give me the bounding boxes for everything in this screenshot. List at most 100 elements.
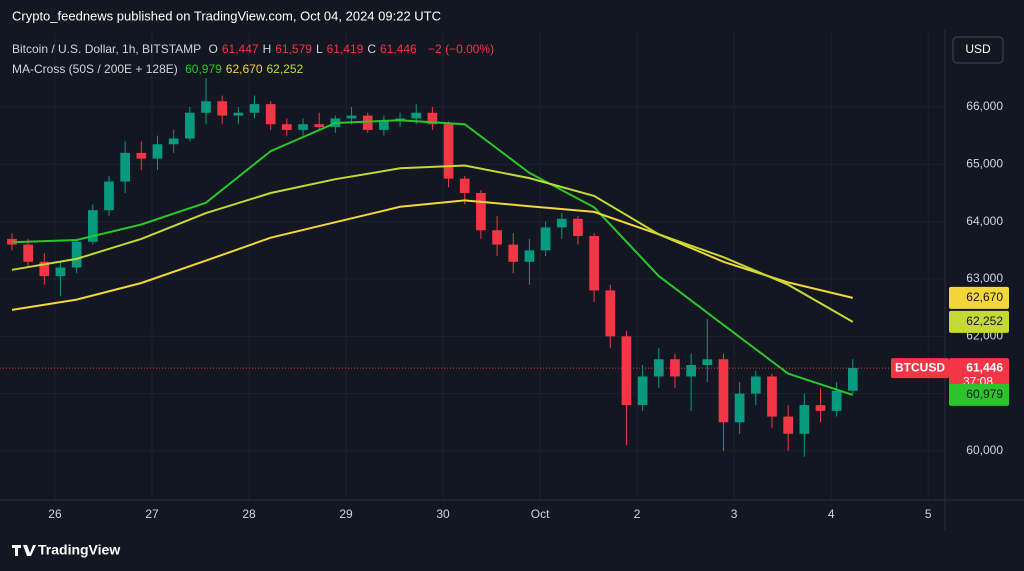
price-box [949,358,1009,393]
y-tick-label: 64,000 [966,214,1003,228]
change: −2 (−0.00%) [428,42,495,56]
y-tick-label: 66,000 [966,99,1003,113]
candle-body [217,101,228,116]
ohlc: O 61,447 H 61,579 L 61,419 C 61,446 [209,42,421,56]
candle-body [605,290,616,337]
candle-body [379,121,389,130]
ohlc-value: 61,419 [326,42,364,56]
candle-body [556,218,567,228]
ma-value: 62,252 [266,62,304,76]
candle-body [686,364,696,377]
candle-body [637,376,648,406]
candle-body [427,112,438,125]
currency[interactable]: USD [965,42,991,56]
candle-body [298,124,308,130]
candle-body [233,112,244,116]
candle-body [39,261,50,277]
currency-button[interactable] [952,36,1004,64]
candle-body [71,241,82,268]
ohlc-value: 61,447 [221,42,259,56]
candle-body [282,124,292,130]
ma-value: 60,979 [185,62,222,76]
y-tick-label: 60,000 [966,443,1003,457]
price-label: 61,446 [966,360,1003,374]
x-tick-label: 3 [731,507,738,521]
candle-body [459,178,470,193]
x-tick-label: 2 [634,507,641,521]
ticker: BTCUSD [895,360,945,374]
ma-last-box [949,310,1009,333]
candle-body [799,405,810,434]
ohlc-value: 61,446 [380,42,417,56]
ohlc-key: O [208,42,218,56]
candle-body [443,124,454,179]
ma-values: 60,979 62,670 62,252 [185,62,307,76]
ma-last-label: 60,979 [966,387,1003,401]
symbol: Bitcoin / U.S. Dollar, 1h, BITSTAMP [12,42,202,56]
y-tick-label: 63,000 [966,271,1003,285]
candle-body [847,368,858,391]
candle-body [411,112,422,119]
candle-body [104,181,114,211]
ma-last-box [949,383,1009,406]
candle-body [670,359,680,377]
candle-body [653,359,664,377]
candle-body [476,192,486,231]
candle-body [314,124,325,128]
candle-body [201,101,211,113]
candle-body [55,267,66,277]
y-tick-label: 65,000 [966,156,1003,170]
candle-body [831,390,842,411]
candle-body [621,336,632,406]
candle-body [168,138,179,145]
ma-last-label: 62,252 [966,314,1003,328]
candle-body [249,104,260,113]
ohlc-key: L [315,42,323,56]
legend-main: Bitcoin / U.S. Dollar, 1h, BITSTAMP O 61,… [12,42,498,56]
candle-body [508,244,519,262]
ma-line [11,199,854,311]
footer-brand: TradingView [38,542,120,558]
candle-body [702,359,713,365]
candle-body [718,359,729,423]
logo [12,545,36,556]
candle-body [152,144,163,159]
candle-body [23,244,33,262]
candle-body [7,238,17,245]
candle-body [87,210,98,242]
candle-body [783,416,793,434]
candle-body [346,115,357,119]
candle-body [492,230,502,245]
candle-body [265,104,276,125]
legend-indicator: MA-Cross (50S / 200E + 128E) 60,979 62,67… [12,62,311,76]
x-tick-label: 29 [339,507,353,521]
candle-body [540,227,551,251]
candle-body [750,376,761,394]
ma-value: 62,670 [225,62,263,76]
candle-body [734,393,745,423]
x-tick-label: 5 [925,507,932,521]
candle-body [815,405,826,411]
ticker-box [891,358,949,379]
candle-body [120,152,131,182]
ohlc-key: C [367,42,376,56]
x-tick-label: Oct [531,507,550,521]
candle-body [136,152,147,159]
ohlc-value: 61,579 [275,42,312,56]
ma-line [11,119,854,396]
candle-body [767,376,777,417]
ohlc-key: H [262,42,272,56]
candle-body [184,112,195,139]
ma-last-label: 62,670 [966,290,1003,304]
candle-body [524,250,535,262]
x-tick-label: 26 [48,507,62,521]
x-tick-label: 30 [436,507,450,521]
candle-body [589,235,599,291]
candle-body [362,115,373,130]
publisher: Crypto_feednews published on TradingView… [12,8,441,23]
indicator: MA-Cross (50S / 200E + 128E) [12,62,178,76]
ma-last-box [949,286,1009,309]
x-tick-label: 27 [145,507,159,521]
